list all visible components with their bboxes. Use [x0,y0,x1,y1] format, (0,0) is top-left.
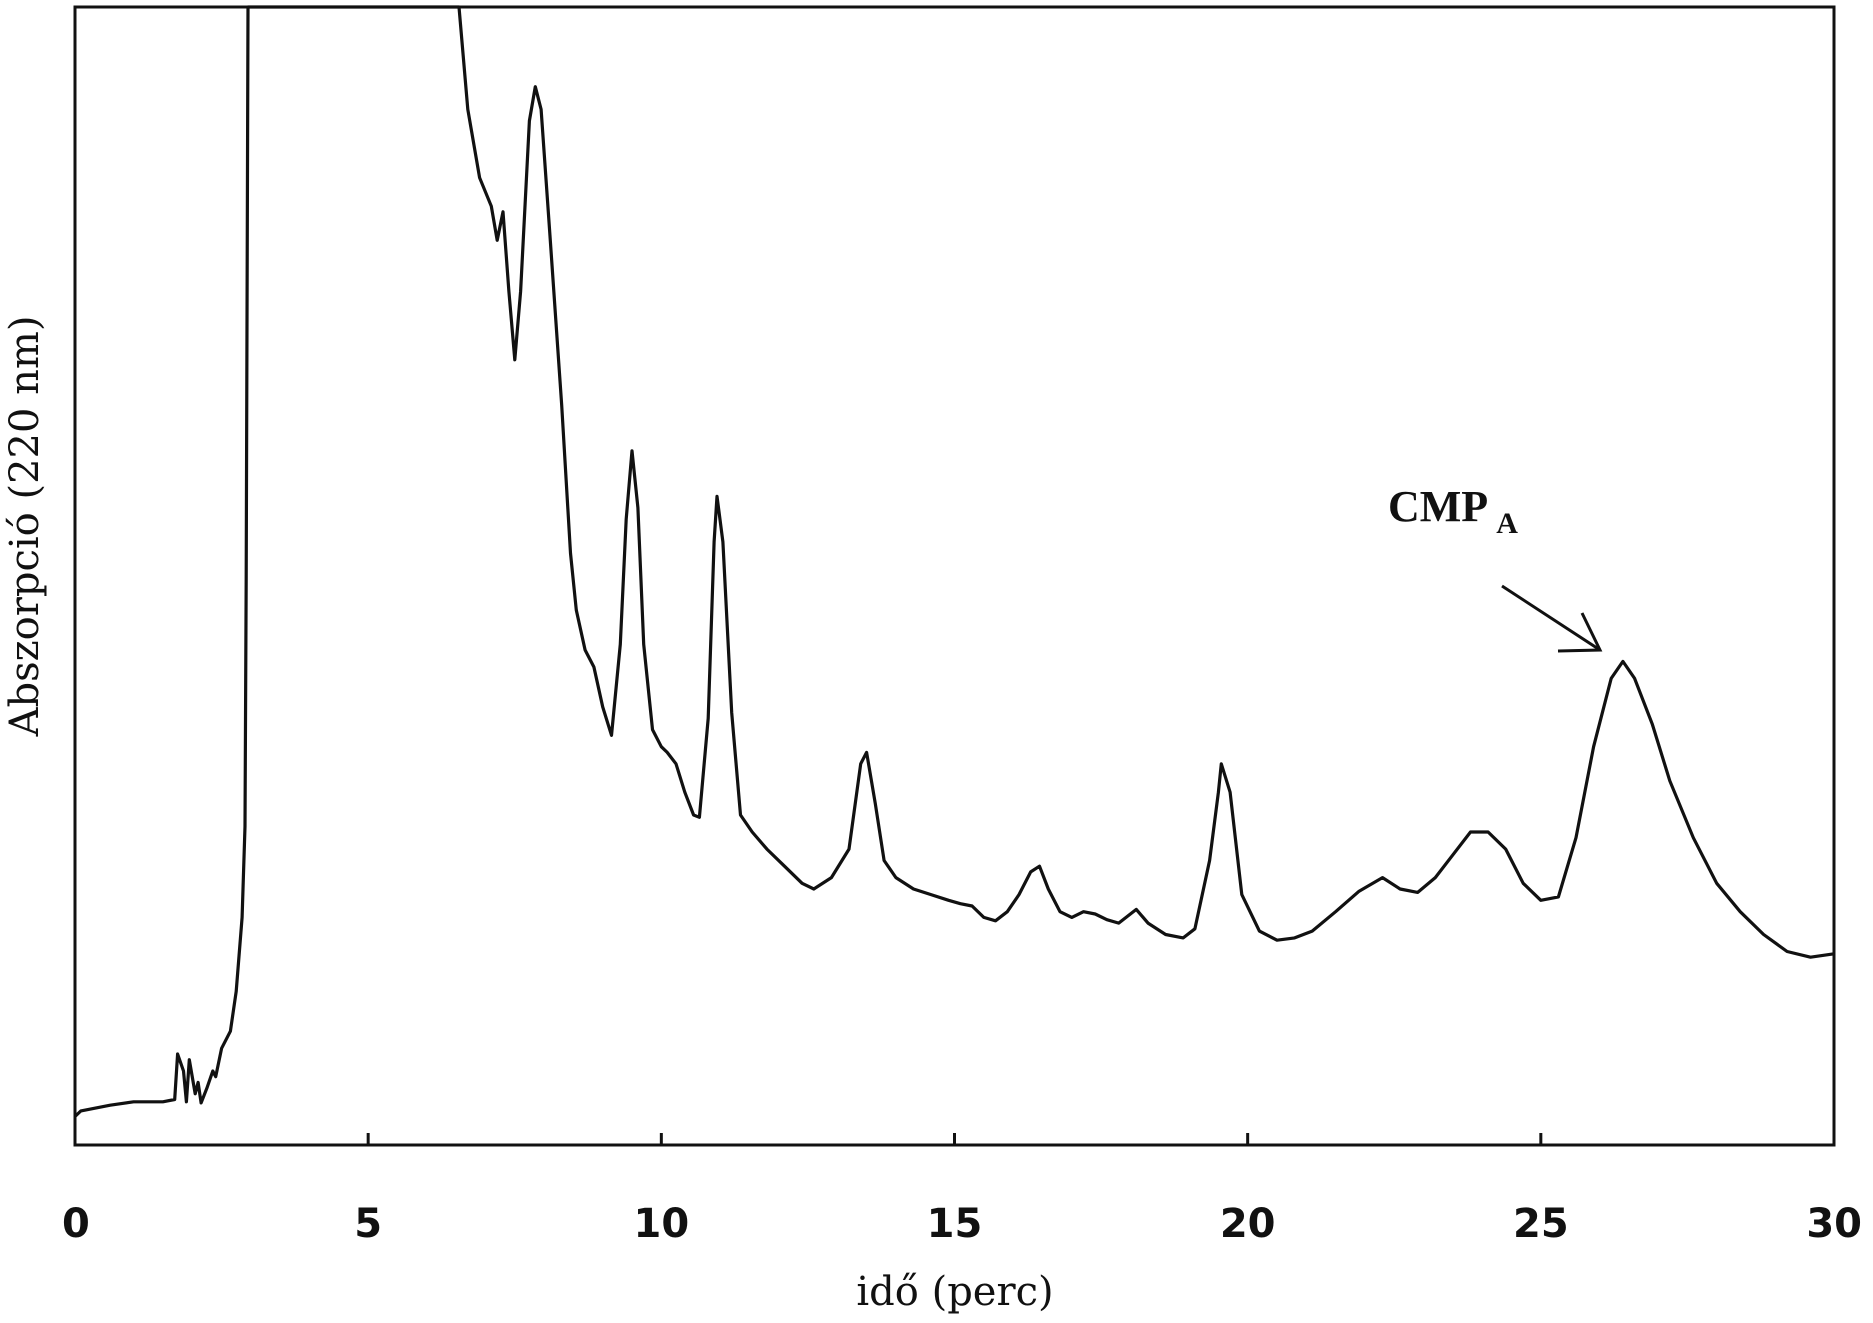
annotation-label: CMP A [1388,482,1518,540]
x-tick-label-30: 30 [1806,1201,1862,1247]
x-tick-label-20: 20 [1220,1201,1276,1247]
x-axis-ticks [73,1133,1836,1145]
x-tick-label-5: 5 [354,1201,382,1247]
x-axis-tick-labels: 0 5 10 15 20 25 30 [62,1201,1862,1247]
annotation-arrow-shaft [1501,584,1601,652]
y-axis-title: Abszorpció (220 nm) [2,316,48,738]
annotation-arrow-head [1557,612,1603,653]
peak-annotation: CMP A [1388,482,1603,653]
x-tick-label-0: 0 [62,1201,90,1247]
x-tick-label-25: 25 [1513,1201,1569,1247]
x-tick-label-15: 15 [927,1201,983,1247]
x-tick-label-10: 10 [633,1201,689,1247]
plot-area-frame [73,5,1836,1147]
chromatogram-trace [73,5,1835,1118]
x-axis-title: idő (perc) [856,1269,1053,1315]
